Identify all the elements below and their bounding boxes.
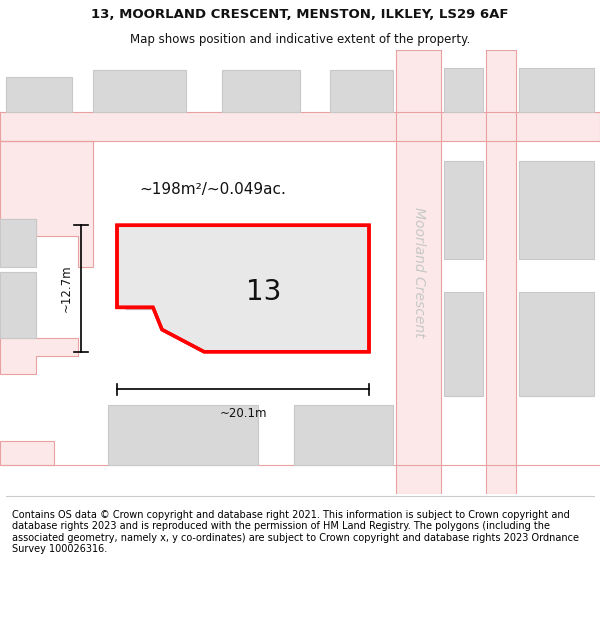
Bar xyxy=(519,161,594,259)
Text: ~198m²/~0.049ac.: ~198m²/~0.049ac. xyxy=(140,182,286,198)
Bar xyxy=(330,70,393,112)
Bar xyxy=(93,70,186,112)
Polygon shape xyxy=(0,141,93,268)
Bar xyxy=(294,405,393,465)
Text: ~20.1m: ~20.1m xyxy=(219,408,267,421)
Bar xyxy=(519,292,594,396)
Text: 13, MOORLAND CRESCENT, MENSTON, ILKLEY, LS29 6AF: 13, MOORLAND CRESCENT, MENSTON, ILKLEY, … xyxy=(91,9,509,21)
Bar xyxy=(222,70,300,112)
Polygon shape xyxy=(0,339,78,374)
Text: ~12.7m: ~12.7m xyxy=(59,265,73,312)
Bar xyxy=(6,77,72,112)
Text: Contains OS data © Crown copyright and database right 2021. This information is : Contains OS data © Crown copyright and d… xyxy=(12,509,579,554)
Text: Map shows position and indicative extent of the property.: Map shows position and indicative extent… xyxy=(130,34,470,46)
Text: 13: 13 xyxy=(247,278,281,306)
Polygon shape xyxy=(396,50,441,494)
Polygon shape xyxy=(486,50,516,494)
Text: Moorland Crescent: Moorland Crescent xyxy=(412,206,426,338)
Bar xyxy=(444,68,483,112)
Bar xyxy=(0,272,36,339)
Bar xyxy=(108,405,258,465)
Bar xyxy=(0,219,36,268)
Polygon shape xyxy=(0,112,600,141)
Bar xyxy=(444,161,483,259)
Polygon shape xyxy=(126,232,360,345)
Bar xyxy=(519,68,594,112)
Polygon shape xyxy=(117,225,369,352)
Bar xyxy=(444,292,483,396)
Polygon shape xyxy=(0,441,54,465)
